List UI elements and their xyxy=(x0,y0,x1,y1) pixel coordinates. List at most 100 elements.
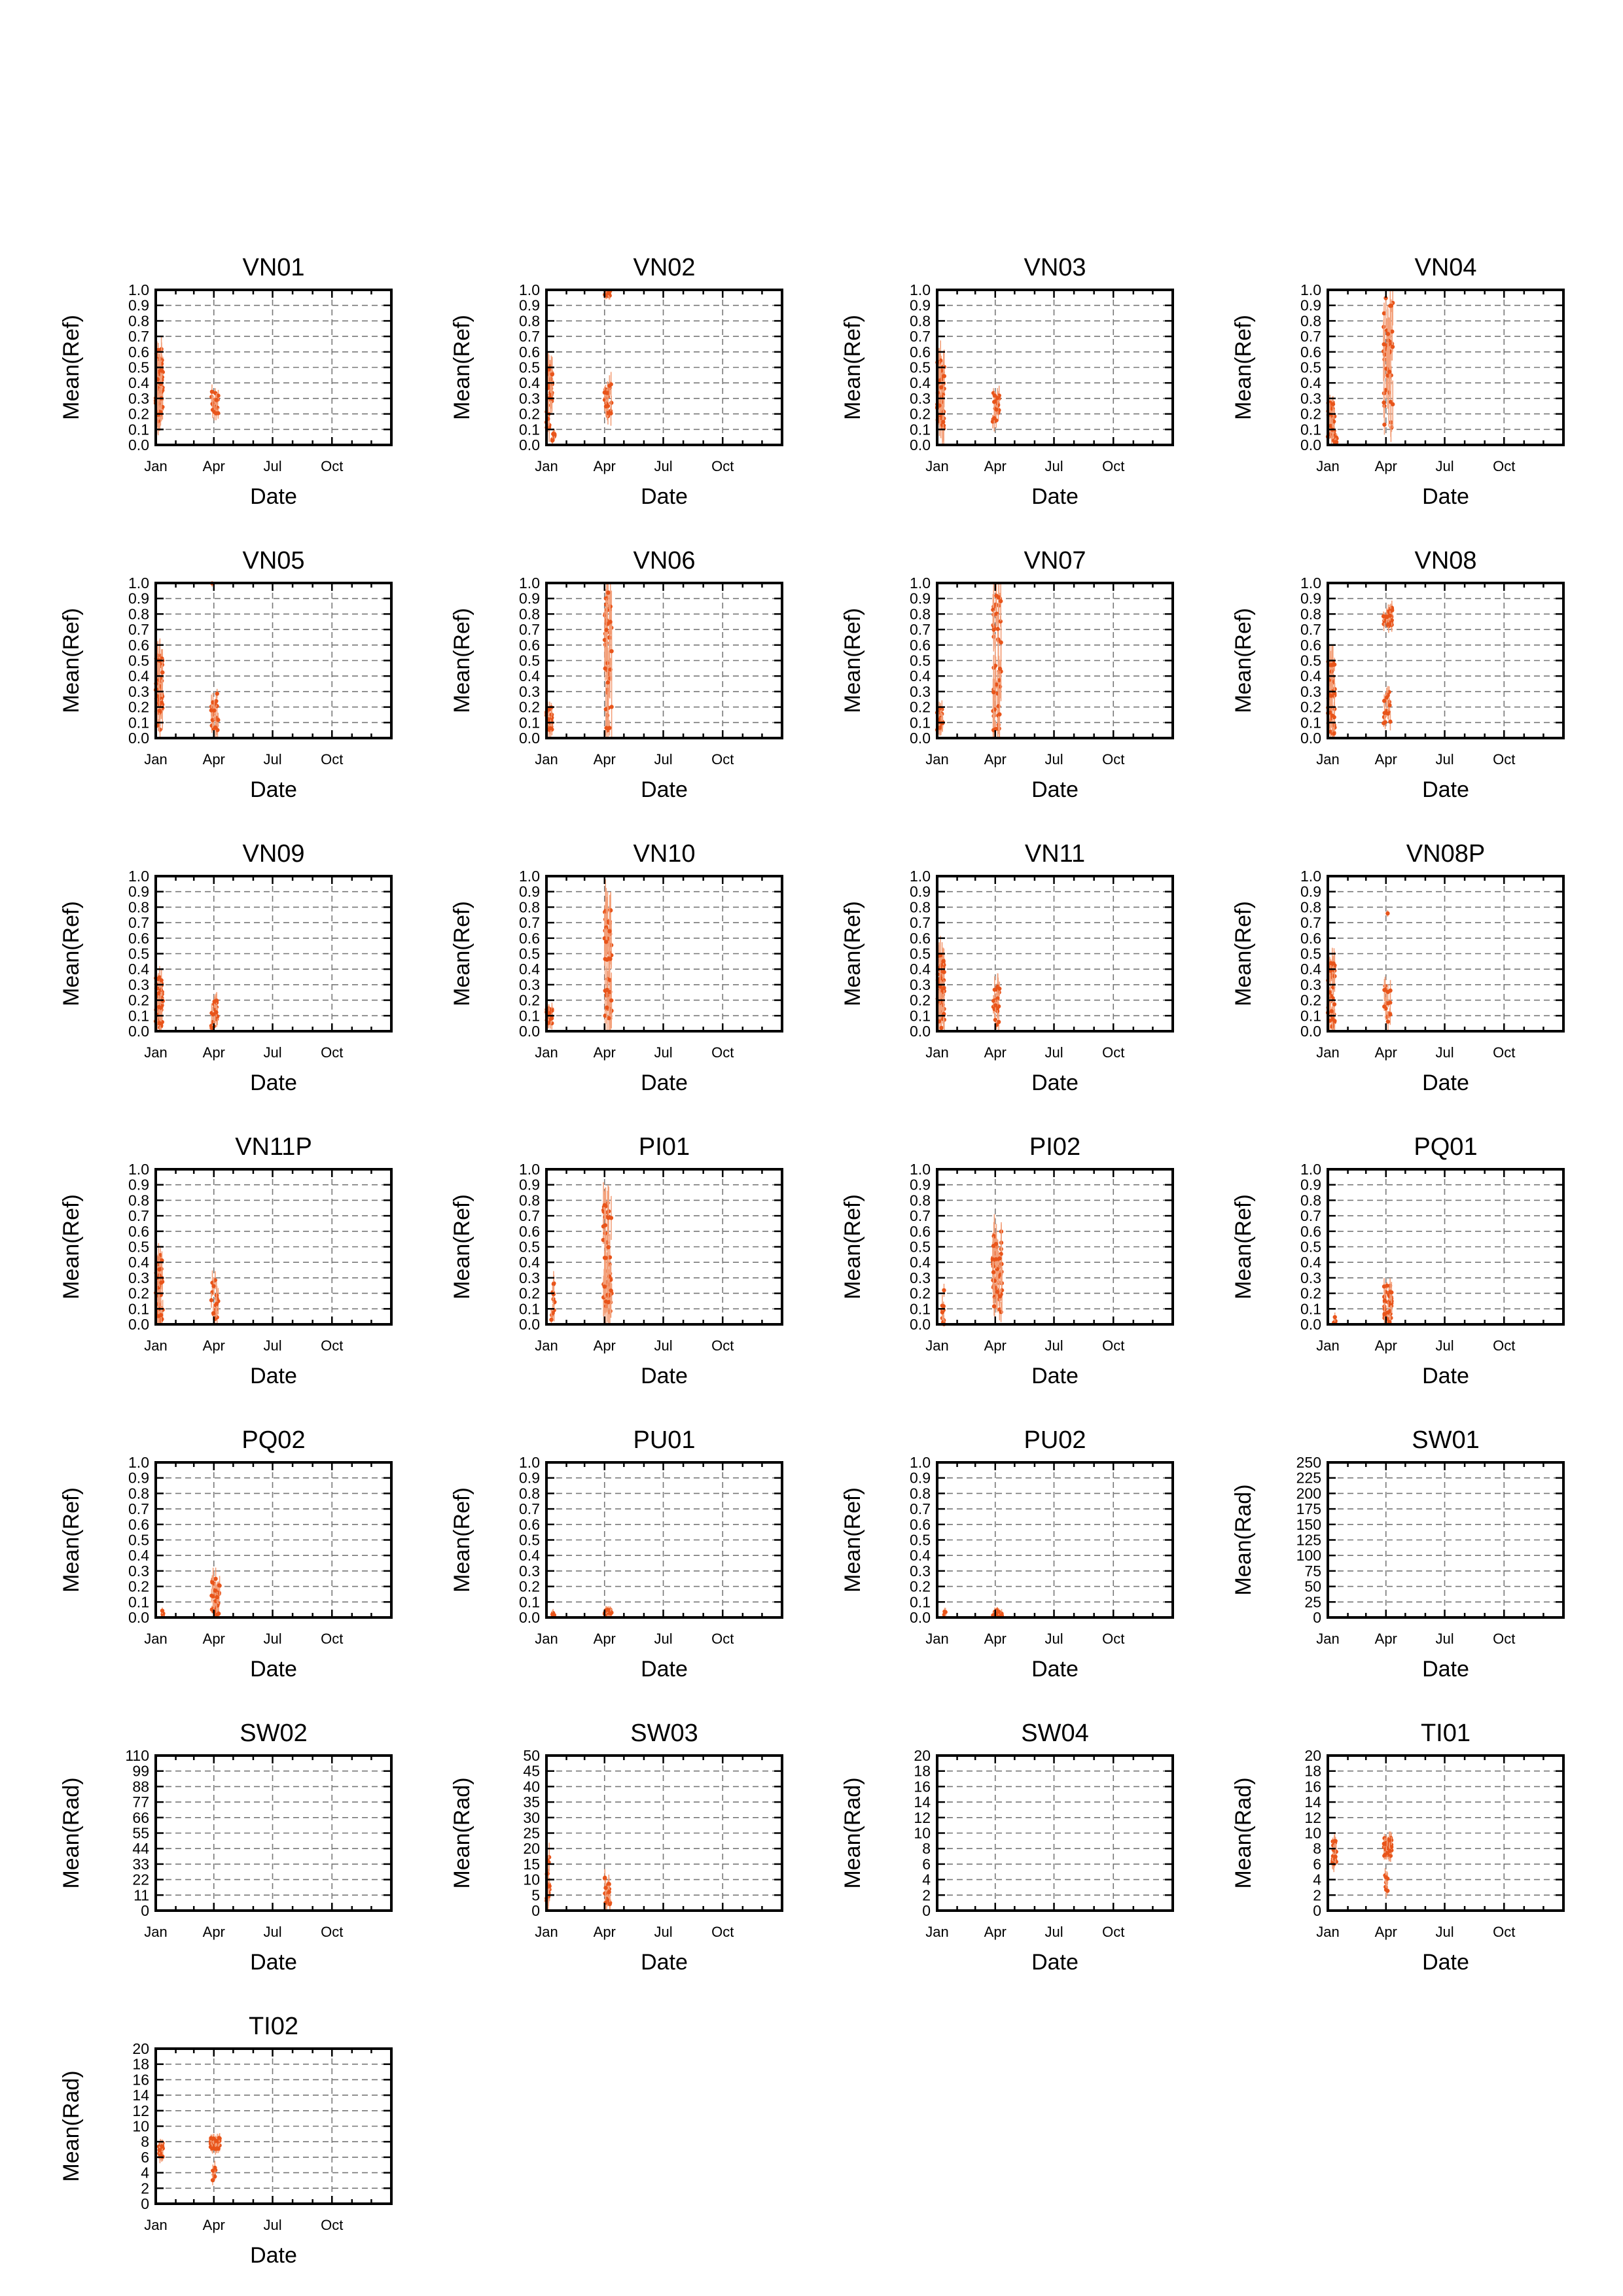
y-tick-label: 0.2 xyxy=(910,992,931,1009)
y-tick-label: 0.3 xyxy=(519,1563,540,1580)
data-point xyxy=(1388,719,1393,724)
x-axis-label: Date xyxy=(250,777,297,802)
data-point xyxy=(991,1304,997,1309)
x-axis-label: Date xyxy=(1422,1070,1469,1095)
data-point xyxy=(1385,911,1390,916)
y-tick-label: 0.6 xyxy=(519,930,540,947)
data-point xyxy=(552,432,557,436)
x-axis-label: Date xyxy=(641,1070,688,1095)
x-tick-label: Jan xyxy=(144,1337,167,1354)
data-point xyxy=(609,998,614,1003)
data-point xyxy=(607,635,612,640)
y-tick-label: 1.0 xyxy=(519,868,540,885)
y-tick-label: 22 xyxy=(132,1871,149,1888)
y-tick-label: 0.9 xyxy=(519,1470,540,1487)
subplot-title: VN03 xyxy=(1024,254,1086,281)
y-tick-label: 0.6 xyxy=(1300,637,1321,654)
subplot-vn11p: 0.00.10.20.30.40.50.60.70.80.91.0 Jan Apr J… xyxy=(59,1133,393,1388)
data-point xyxy=(1329,993,1334,998)
y-tick-label: 0.0 xyxy=(128,730,149,747)
data-point xyxy=(996,1609,1001,1614)
y-tick-label: 0 xyxy=(922,1902,931,1919)
data-point xyxy=(213,726,218,730)
x-tick-label: Apr xyxy=(1375,1044,1397,1061)
y-tick-label: 0.1 xyxy=(910,1300,931,1317)
data-point xyxy=(993,1241,999,1246)
data-point xyxy=(1333,1839,1338,1843)
data-point xyxy=(1333,1854,1338,1859)
x-tick-label: Jan xyxy=(925,1044,948,1061)
data-point xyxy=(156,991,161,996)
x-tick-label: Oct xyxy=(711,1631,734,1647)
data-point xyxy=(217,2136,222,2140)
data-point xyxy=(607,1901,612,1907)
data-point xyxy=(160,1608,165,1613)
x-tick-label: Jul xyxy=(1044,1924,1063,1940)
data-point xyxy=(157,1267,162,1272)
y-tick-label: 1.0 xyxy=(519,281,540,298)
subplot-title: PI01 xyxy=(639,1133,690,1161)
y-tick-label: 0.3 xyxy=(1300,683,1321,700)
data-point xyxy=(211,1284,216,1288)
data-point xyxy=(1388,1012,1393,1017)
data-point xyxy=(1385,332,1391,336)
data-point xyxy=(991,1270,996,1275)
data-point xyxy=(605,1005,609,1010)
y-tick-label: 0.6 xyxy=(128,344,149,361)
subplot-pu01: 0.00.10.20.30.40.50.60.70.80.91.0 Jan Apr J… xyxy=(450,1426,783,1682)
y-tick-label: 0.4 xyxy=(128,1547,149,1564)
y-tick-label: 35 xyxy=(523,1793,540,1810)
y-tick-label: 2 xyxy=(1313,1886,1321,1903)
x-tick-label: Jul xyxy=(263,2217,281,2233)
data-point xyxy=(213,411,219,415)
y-tick-label: 0.8 xyxy=(910,312,931,329)
data-point xyxy=(1329,423,1333,429)
y-tick-label: 0.6 xyxy=(910,344,931,361)
y-tick-label: 0.9 xyxy=(519,1176,540,1193)
y-tick-label: 0.6 xyxy=(910,930,931,947)
y-tick-label: 0.3 xyxy=(128,390,149,407)
y-tick-label: 1.0 xyxy=(128,574,149,592)
y-tick-label: 0 xyxy=(141,1902,149,1919)
data-point xyxy=(209,708,214,713)
y-tick-label: 1.0 xyxy=(1300,868,1321,885)
y-tick-label: 0.9 xyxy=(910,1176,931,1193)
data-point xyxy=(1384,695,1389,700)
data-point xyxy=(217,1583,222,1588)
data-point xyxy=(604,726,609,730)
data-point xyxy=(991,1233,996,1239)
y-tick-label: 0.3 xyxy=(519,1269,540,1286)
y-tick-label: 0.9 xyxy=(1300,1176,1321,1193)
y-tick-label: 0.8 xyxy=(519,898,540,915)
data-point xyxy=(1382,721,1386,726)
data-point xyxy=(1388,609,1393,613)
y-tick-label: 110 xyxy=(125,1747,149,1764)
y-axis-label: Mean(Ref) xyxy=(450,1487,474,1593)
x-tick-label: Oct xyxy=(321,2217,343,2233)
y-tick-label: 0.6 xyxy=(1300,930,1321,947)
y-tick-label: 0.7 xyxy=(128,1500,149,1517)
data-point xyxy=(211,1594,215,1598)
x-tick-label: Oct xyxy=(711,458,734,474)
y-tick-label: 100 xyxy=(1296,1547,1321,1564)
subplot-vn02: 0.00.10.20.30.40.50.60.70.80.91.0 Jan Apr J… xyxy=(450,254,783,509)
x-tick-label: Jul xyxy=(1044,1337,1063,1354)
y-axis-label: Mean(Ref) xyxy=(450,315,474,420)
y-tick-label: 0.1 xyxy=(1300,1300,1321,1317)
data-point xyxy=(209,1298,214,1303)
y-tick-label: 0.9 xyxy=(1300,297,1321,314)
data-point xyxy=(607,726,612,730)
data-point xyxy=(1385,1310,1391,1315)
y-tick-label: 6 xyxy=(141,2149,149,2166)
x-tick-label: Jul xyxy=(263,1337,281,1354)
y-tick-label: 25 xyxy=(523,1825,540,1842)
y-tick-label: 0.2 xyxy=(128,992,149,1009)
x-tick-label: Jan xyxy=(1316,751,1339,768)
y-tick-label: 0.2 xyxy=(910,699,931,716)
y-tick-label: 0.9 xyxy=(910,590,931,607)
y-tick-label: 0.4 xyxy=(519,667,540,684)
y-tick-label: 4 xyxy=(922,1871,931,1888)
y-tick-label: 0.1 xyxy=(910,1593,931,1610)
data-point xyxy=(159,1280,164,1285)
